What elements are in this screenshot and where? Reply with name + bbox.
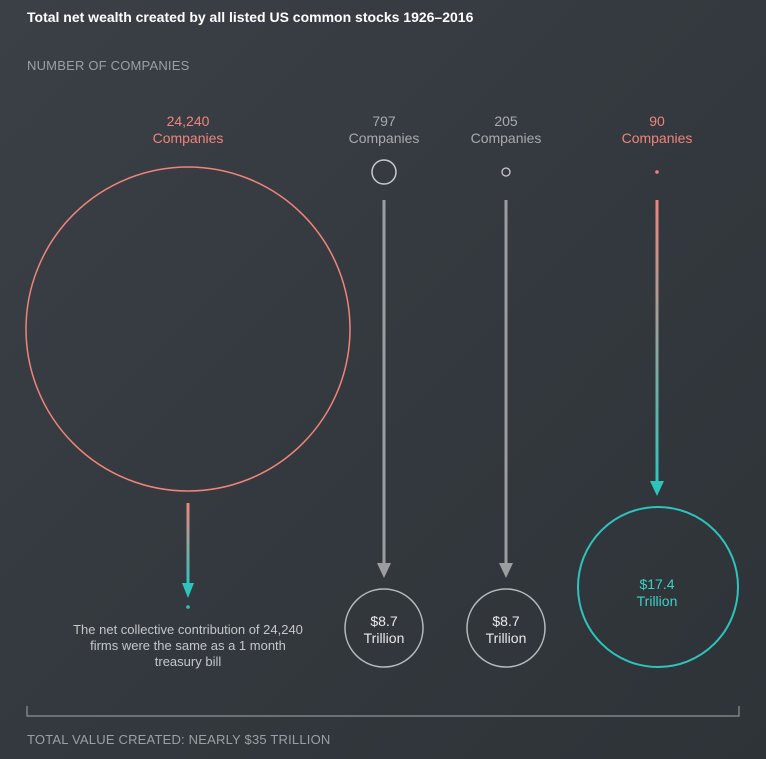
footer-total: TOTAL VALUE CREATED: NEARLY $35 TRILLION <box>27 732 331 747</box>
group-label-24240: 24,240 Companies <box>152 113 224 146</box>
value-dot-24240 <box>186 605 190 609</box>
arrow-shaft-90 <box>655 200 659 482</box>
arrow-head-24240 <box>182 583 194 598</box>
arrow-shaft-205 <box>504 200 508 563</box>
value-circle-205 <box>466 588 546 668</box>
companies-circle-205 <box>501 167 511 177</box>
group-label-205: 205 Companies <box>470 113 542 146</box>
arrow-head-205 <box>499 563 513 578</box>
value-circle-90 <box>577 506 739 668</box>
arrow-head-797 <box>377 563 391 578</box>
value-circle-797 <box>344 588 424 668</box>
group-label-797: 797 Companies <box>348 113 420 146</box>
arrow-head-90 <box>650 481 664 496</box>
value-label-797: $8.7 Trillion <box>363 613 405 646</box>
total-bracket <box>26 706 740 717</box>
subtitle: NUMBER OF COMPANIES <box>27 58 190 73</box>
companies-circle-24240 <box>25 166 351 492</box>
arrow-shaft-797 <box>382 200 386 563</box>
arrow-shaft-24240 <box>186 503 190 583</box>
value-label-90: $17.4 Trillion <box>636 576 678 609</box>
companies-circle-797 <box>371 159 397 185</box>
companies-circle-90 <box>655 170 659 174</box>
group-label-90: 90 Companies <box>621 113 693 146</box>
note-text: The net collective contribution of 24,24… <box>73 622 303 669</box>
chart-title: Total net wealth created by all listed U… <box>27 9 474 25</box>
value-label-205: $8.7 Trillion <box>485 613 527 646</box>
